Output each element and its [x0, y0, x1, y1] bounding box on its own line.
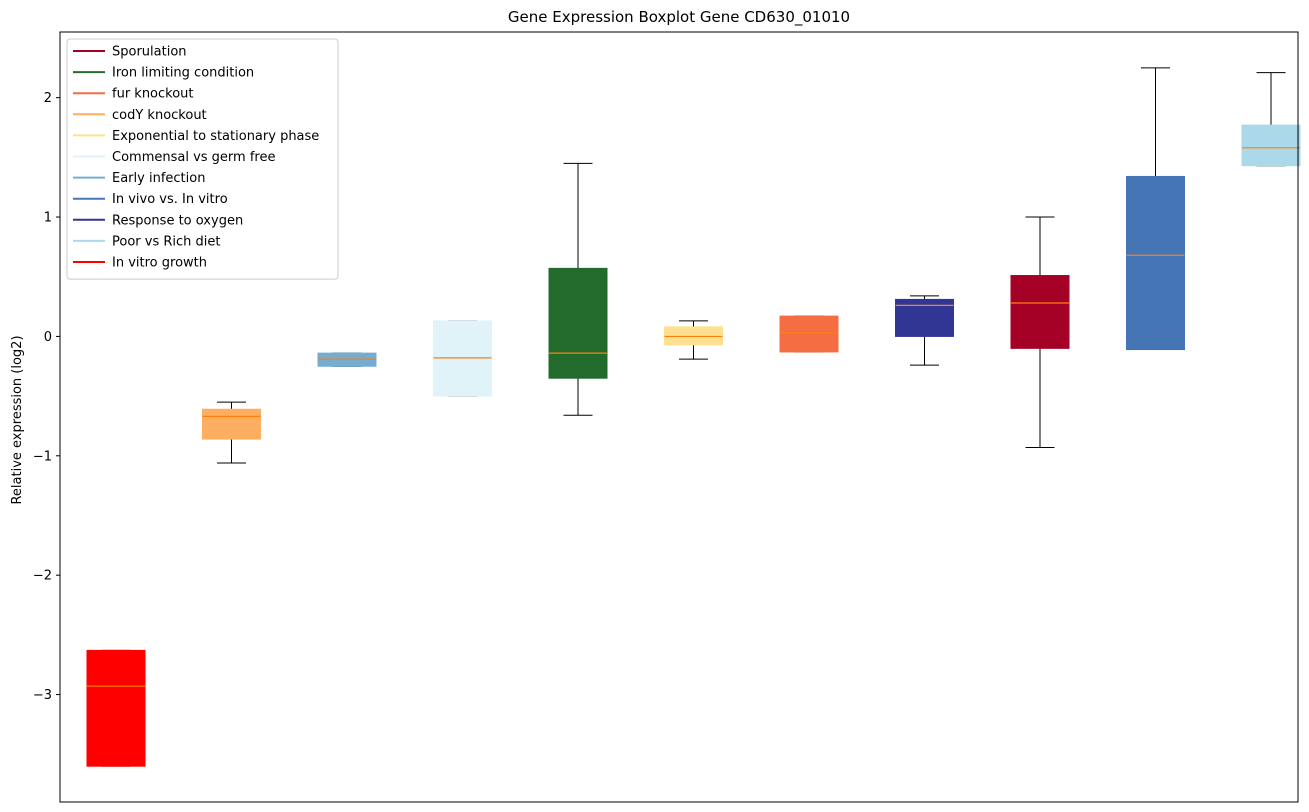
y-axis: −3 −2 −1 0 1 2: [33, 91, 60, 703]
box-iron-limiting-condition: [548, 162, 608, 416]
box-body: [779, 315, 839, 353]
box-body: [202, 408, 261, 440]
box-fur-knockout: [779, 315, 839, 353]
chart-title: Gene Expression Boxplot Gene CD630_01010: [508, 8, 850, 27]
legend-label: Iron limiting condition: [112, 66, 254, 81]
box-body: [1126, 175, 1185, 351]
legend-label: Commensal vs germ free: [112, 150, 275, 165]
legend-label: fur knockout: [112, 87, 194, 102]
legend-label: In vivo vs. In vitro: [112, 192, 228, 207]
y-tick-label: 1: [44, 211, 52, 226]
box-in-vivo-vs-in-vitro: [1126, 67, 1185, 351]
legend-label: Exponential to stationary phase: [112, 129, 319, 144]
y-tick-label: −2: [33, 569, 52, 584]
box-commensal-vs-germ-free: [433, 320, 492, 397]
box-body: [1241, 124, 1301, 167]
box-body: [86, 649, 146, 767]
legend-label: In vitro growth: [112, 256, 207, 271]
plot-area: [86, 67, 1301, 767]
legend-label: codY knockout: [112, 108, 207, 123]
box-response-to-oxygen: [895, 295, 954, 366]
y-tick-label: −3: [33, 688, 52, 703]
box-body: [548, 267, 608, 379]
plot-frame: [59, 31, 1299, 803]
legend-label: Response to oxygen: [112, 213, 243, 228]
box-body: [1010, 275, 1070, 349]
legend-frame: [66, 38, 339, 280]
y-tick-label: 2: [44, 91, 52, 106]
y-axis-label: Relative expression (log2): [10, 335, 25, 504]
box-cody-knockout: [202, 401, 261, 464]
box-poor-vs-rich-diet: [1241, 72, 1301, 167]
y-tick-label: −1: [33, 449, 52, 464]
legend-label: Early infection: [112, 171, 205, 186]
box-sporulation: [1010, 216, 1070, 448]
y-tick-label: 0: [44, 330, 52, 345]
legend-label: Sporulation: [112, 45, 187, 60]
legend-label: Poor vs Rich diet: [112, 234, 220, 249]
box-early-infection: [317, 352, 377, 367]
legend: Sporulation Iron limiting condition fur kn…: [66, 38, 339, 280]
box-exponential-to-stationary-phase: [664, 320, 723, 360]
box-in-vitro-growth: [86, 649, 146, 767]
